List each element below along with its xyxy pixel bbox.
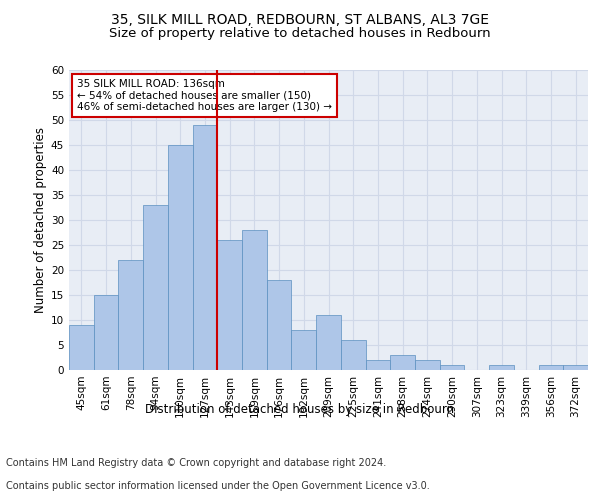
Bar [69,325,94,370]
Text: 35 SILK MILL ROAD: 136sqm
← 54% of detached houses are smaller (150)
46% of semi: 35 SILK MILL ROAD: 136sqm ← 54% of detac… [77,79,332,112]
Bar [292,330,316,370]
Bar [365,360,390,370]
Text: Distribution of detached houses by size in Redbourn: Distribution of detached houses by size … [145,402,455,415]
Bar [217,240,242,370]
Bar [193,125,217,370]
Text: 35, SILK MILL ROAD, REDBOURN, ST ALBANS, AL3 7GE: 35, SILK MILL ROAD, REDBOURN, ST ALBANS,… [111,12,489,26]
Bar [242,230,267,370]
Bar [563,365,588,370]
Bar [143,205,168,370]
Text: Contains public sector information licensed under the Open Government Licence v3: Contains public sector information licen… [6,481,430,491]
Bar [94,295,118,370]
Bar [440,365,464,370]
Bar [341,340,365,370]
Y-axis label: Number of detached properties: Number of detached properties [34,127,47,313]
Bar [267,280,292,370]
Bar [118,260,143,370]
Bar [489,365,514,370]
Bar [168,145,193,370]
Bar [415,360,440,370]
Bar [316,315,341,370]
Bar [390,355,415,370]
Text: Contains HM Land Registry data © Crown copyright and database right 2024.: Contains HM Land Registry data © Crown c… [6,458,386,468]
Bar [539,365,563,370]
Text: Size of property relative to detached houses in Redbourn: Size of property relative to detached ho… [109,28,491,40]
